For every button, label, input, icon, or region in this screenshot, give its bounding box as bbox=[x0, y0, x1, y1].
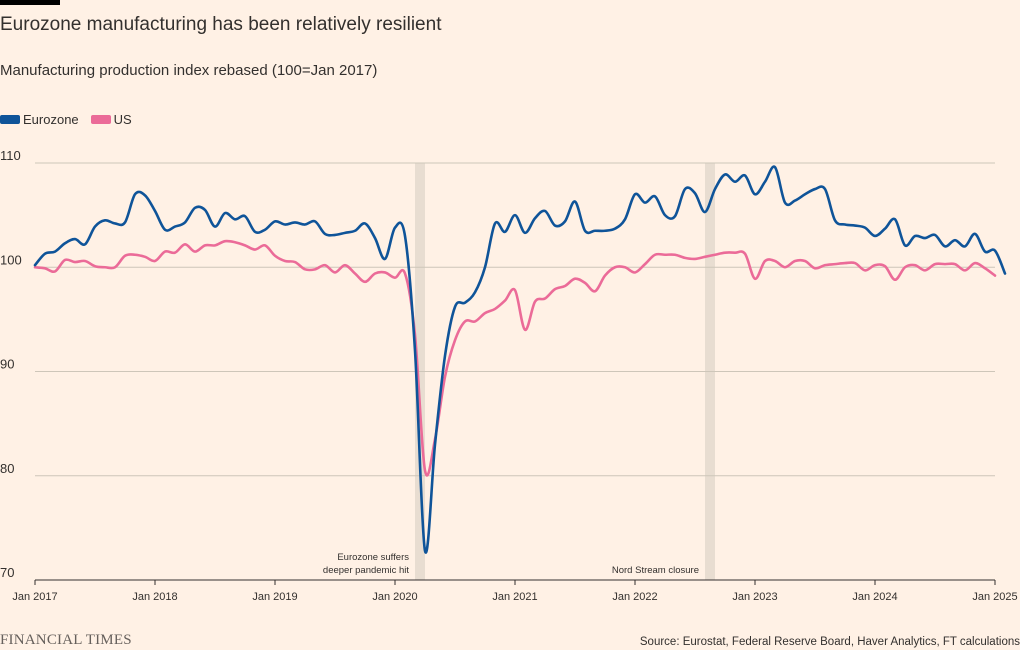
x-tick-label: Jan 2017 bbox=[12, 591, 57, 603]
x-tick-label: Jan 2022 bbox=[612, 591, 657, 603]
y-tick-label: 110 bbox=[0, 148, 21, 163]
x-tick-label: Jan 2025 bbox=[972, 591, 1017, 603]
annotation-label: deeper pandemic hit bbox=[323, 565, 409, 576]
x-tick-label: Jan 2018 bbox=[132, 591, 177, 603]
annotation-label: Eurozone suffers bbox=[337, 552, 409, 563]
series-line-us bbox=[35, 241, 995, 475]
x-tick-label: Jan 2021 bbox=[492, 591, 537, 603]
y-tick-label: 90 bbox=[0, 357, 14, 372]
line-chart: Eurozone suffers deeper pandemic hit Nord … bbox=[0, 0, 1020, 630]
x-tick-label: Jan 2019 bbox=[252, 591, 297, 603]
source-note: Source: Eurostat, Federal Reserve Board,… bbox=[640, 636, 1020, 648]
ft-logo: FINANCIAL TIMES bbox=[0, 632, 132, 649]
y-tick-label: 80 bbox=[0, 461, 14, 476]
x-tick-label: Jan 2020 bbox=[372, 591, 417, 603]
y-tick-label: 100 bbox=[0, 252, 22, 267]
x-tick-label: Jan 2024 bbox=[852, 591, 897, 603]
series-line-eurozone bbox=[35, 167, 1005, 553]
x-tick-label: Jan 2023 bbox=[732, 591, 777, 603]
y-tick-label: 70 bbox=[0, 565, 14, 580]
annotation-label: Nord Stream closure bbox=[612, 565, 699, 576]
